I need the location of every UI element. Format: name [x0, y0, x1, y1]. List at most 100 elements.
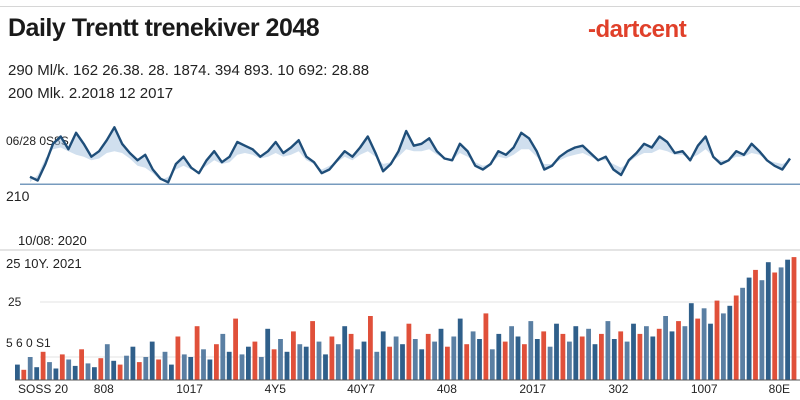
bar-volume	[111, 360, 117, 380]
bar-volume	[34, 367, 40, 380]
bar-volume	[335, 344, 341, 380]
x-tick-label: 80E	[769, 382, 790, 396]
bar-volume	[201, 349, 206, 380]
bar-volume	[72, 365, 78, 380]
bar-volume	[541, 331, 547, 380]
bar-volume	[457, 318, 463, 380]
bar-volume	[445, 346, 450, 380]
bar-volume	[438, 328, 444, 380]
bar-volume	[348, 333, 354, 380]
brand-logo: -dartcent	[588, 16, 687, 43]
bar-volume	[169, 364, 174, 380]
bar-volume	[714, 300, 720, 380]
bar-volume	[791, 257, 797, 380]
band-area	[30, 127, 790, 183]
bar-volume	[663, 316, 668, 380]
bar-volume	[98, 358, 104, 380]
bar-volume	[214, 344, 219, 380]
bar-volume	[605, 321, 611, 380]
bar-volume	[515, 336, 521, 380]
bar-volume	[785, 259, 790, 380]
bar-volume	[611, 339, 617, 380]
bar-volume	[688, 303, 694, 380]
bar-volume	[188, 357, 194, 380]
reference-label: 210	[6, 188, 30, 204]
bar-volume	[175, 336, 181, 380]
top-divider	[0, 6, 800, 7]
bar-volume	[412, 339, 418, 380]
bar-volume	[708, 323, 713, 380]
bar-volume	[406, 323, 412, 380]
bar-volume	[374, 351, 380, 380]
bar-volume	[425, 333, 431, 380]
bar-volume	[387, 346, 392, 380]
bar-volume	[656, 328, 662, 380]
bar-volume	[477, 339, 482, 380]
bar-volume	[361, 341, 367, 380]
bar-volume	[599, 333, 604, 380]
bar-volume	[432, 341, 437, 380]
bar-volume	[181, 354, 187, 380]
bar-volume	[233, 318, 238, 380]
bar-volume	[239, 354, 245, 380]
bar-volume	[355, 349, 360, 380]
x-tick-label: 302	[608, 382, 628, 396]
bar-volume	[733, 295, 739, 380]
bar-volume	[400, 344, 405, 380]
bar-volume	[746, 277, 752, 380]
x-tick-label: 2017	[519, 382, 546, 396]
bar-volume	[316, 341, 322, 380]
bar-volume	[303, 346, 309, 380]
bar-volume	[682, 326, 688, 380]
bar-volume	[547, 346, 553, 380]
line-bottom-label: 10/08: 2020	[18, 233, 87, 248]
bar-volume	[618, 331, 624, 380]
bar-volume	[637, 333, 643, 380]
bar-volume	[759, 280, 765, 380]
bar-volume	[695, 318, 701, 380]
bar-volume	[124, 355, 129, 380]
bar-volume	[143, 357, 149, 380]
bar-volume	[258, 357, 264, 380]
bar-volume	[528, 321, 534, 380]
bar-volume	[419, 349, 425, 380]
bar-ylabel-top: 25 10Y. 2021	[6, 256, 82, 271]
bar-volume	[592, 344, 598, 380]
bar-ylabel-low: 5 6 0 S1	[6, 336, 51, 350]
bar-volume	[117, 364, 123, 380]
bar-volume	[669, 331, 675, 380]
x-tick-label: 408	[437, 382, 457, 396]
bar-volume	[631, 323, 636, 380]
bar-panel: 25 10Y. 2021 25 5 6 0 S1 SOSS 20 808 1017 4…	[6, 256, 800, 396]
bar-volume	[104, 344, 110, 380]
bar-volume	[291, 331, 296, 380]
bar-volume	[265, 328, 271, 380]
bar-volume	[579, 336, 585, 380]
subtitle-line-1: 290 Ml/k. 162 26.38. 28. 1874. 394 893. …	[8, 62, 370, 79]
bar-volume	[59, 354, 65, 380]
bar-volume	[489, 349, 495, 380]
bar-volume	[79, 349, 84, 380]
bar-volume	[464, 344, 470, 380]
bar-volume	[162, 351, 168, 380]
bar-volume	[252, 341, 258, 380]
bar-volume	[342, 326, 348, 380]
bar-volume	[470, 331, 476, 380]
bar-volume	[393, 336, 399, 380]
bar-volume	[509, 326, 514, 380]
bar-volume	[136, 362, 142, 380]
bar-volume	[701, 308, 707, 380]
bar-volume	[53, 368, 59, 380]
bar-volume	[194, 326, 200, 380]
bar-volume	[650, 336, 656, 380]
bar-volume	[778, 267, 784, 380]
bar-volume	[567, 341, 572, 380]
bar-volume	[753, 269, 758, 380]
bar-volume	[47, 362, 52, 380]
bar-volume	[156, 359, 161, 380]
bar-volume	[92, 367, 97, 380]
bar-volume	[554, 323, 559, 380]
bar-volume	[586, 328, 591, 380]
bar-volume	[329, 336, 335, 380]
bar-volume	[496, 333, 502, 380]
